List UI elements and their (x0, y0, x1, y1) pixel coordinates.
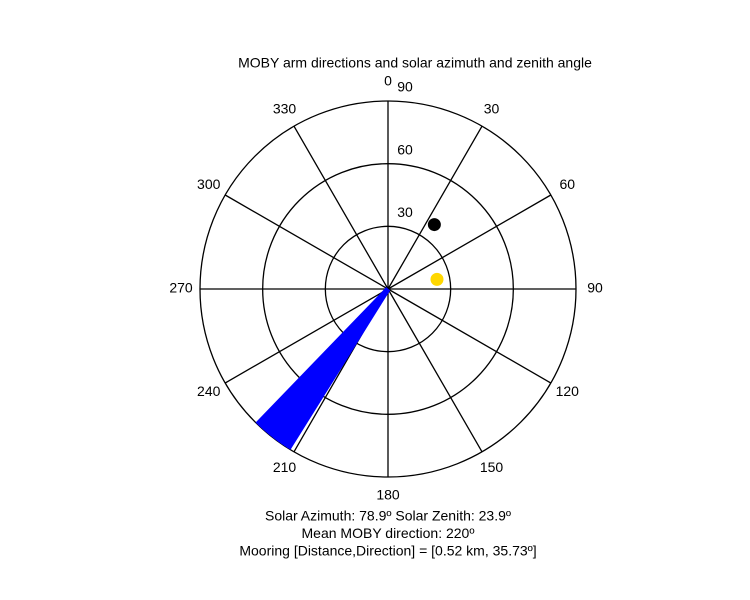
spoke (224, 194, 389, 290)
radial-tick-label: 30 (397, 204, 413, 220)
ring (199, 100, 577, 478)
spoke (387, 125, 483, 290)
arm-direction (255, 287, 390, 426)
angle-tick-label: 0 (384, 73, 392, 89)
angle-tick-label: 150 (480, 459, 504, 475)
spoke (387, 288, 483, 453)
annotation: Solar Azimuth: 78.9º Solar Zenith: 23.9º (265, 508, 511, 524)
spoke (387, 194, 552, 290)
spoke (293, 125, 389, 290)
angle-tick-label: 180 (376, 487, 400, 503)
radial-tick-label: 90 (397, 79, 413, 95)
radial-tick-label: 60 (397, 141, 413, 157)
angle-tick-label: 240 (197, 383, 221, 399)
annotation: Mooring [Distance,Direction] = [0.52 km,… (239, 543, 536, 559)
angle-tick-label: 30 (484, 100, 500, 116)
angle-tick-label: 90 (587, 280, 603, 296)
marker (427, 218, 441, 232)
chart-title: MOBY arm directions and solar azimuth an… (238, 55, 592, 71)
angle-tick-label: 60 (559, 176, 575, 192)
ring (262, 163, 514, 415)
angle-tick-label: 330 (273, 100, 297, 116)
marker (430, 272, 444, 286)
angle-tick-label: 270 (169, 280, 193, 296)
angle-tick-label: 300 (197, 176, 221, 192)
spoke (224, 288, 389, 384)
annotation: Mean MOBY direction: 220º (302, 525, 475, 541)
angle-tick-label: 210 (273, 459, 297, 475)
angle-tick-label: 120 (556, 383, 580, 399)
ring (324, 225, 452, 353)
spoke (387, 288, 552, 384)
